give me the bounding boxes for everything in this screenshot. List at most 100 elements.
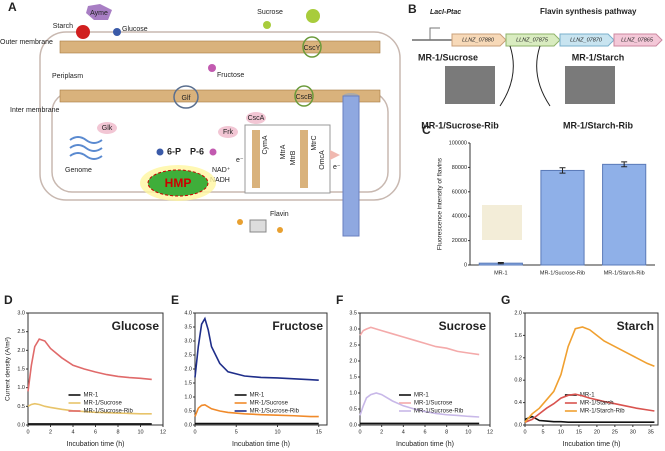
label: e⁻ xyxy=(333,164,341,171)
x-axis-label: Incubation time (h) xyxy=(563,441,621,448)
y-tick-label: 2.0 xyxy=(349,358,357,364)
label: Glf xyxy=(182,95,191,102)
label: Outer membrane xyxy=(0,39,53,46)
x-tick-label: 12 xyxy=(487,429,493,435)
x-tick-label: MR-1/Starch-Rib xyxy=(604,270,645,276)
y-tick-label: 1.5 xyxy=(17,366,25,372)
inner-membrane xyxy=(59,89,381,103)
label: CscY xyxy=(304,45,321,52)
x-tick-label: 10 xyxy=(137,429,143,435)
y-tick-label: 0 xyxy=(464,262,467,268)
electrode xyxy=(342,95,360,237)
x-tick-label: 10 xyxy=(465,429,471,435)
legend-label: MR-1 xyxy=(414,393,429,399)
genome-icon xyxy=(69,136,103,160)
y-tick-label: 3.0 xyxy=(17,310,25,316)
x-tick-label: 12 xyxy=(160,429,166,435)
y-tick-label: 0.5 xyxy=(349,406,357,412)
legend-label: MR-1/Starch xyxy=(580,401,614,407)
label: Genome xyxy=(65,167,92,174)
glf-icon xyxy=(173,85,199,109)
x-axis-label: Incubation time (h) xyxy=(396,441,454,448)
label: NADH xyxy=(210,177,230,184)
label: MtrB xyxy=(290,150,297,165)
y-tick-label: 1.5 xyxy=(184,380,192,386)
panel-label: C xyxy=(422,123,431,137)
label: P-6 xyxy=(190,146,204,156)
x-tick-label: 2 xyxy=(380,429,383,435)
x-tick-label: 0 xyxy=(523,429,526,435)
label: Starch xyxy=(53,23,73,30)
legend-label: MR-1/Sucrose xyxy=(414,401,453,407)
bar xyxy=(540,169,585,266)
panel-label: E xyxy=(171,293,179,307)
gene xyxy=(613,33,663,47)
label: Fructose xyxy=(217,72,244,79)
micrograph xyxy=(445,66,495,104)
y-tick-label: 2.5 xyxy=(17,329,25,335)
legend-label: MR-1/Sucrose-Rib xyxy=(84,409,134,415)
legend-label: MR-1 xyxy=(84,393,99,399)
annotation: Fructose xyxy=(272,319,323,333)
label: Periplasm xyxy=(52,73,83,80)
legend-label: MR-1 xyxy=(580,393,595,399)
hmp-icon xyxy=(147,169,209,197)
label: MR-1/Sucrose-Rib xyxy=(421,120,499,130)
y-tick-label: 1.0 xyxy=(184,394,192,400)
x-tick-label: 5 xyxy=(235,429,238,435)
y-axis-label: Current density (A/m²) xyxy=(5,337,12,401)
label: MR-1/Sucrose xyxy=(418,52,478,62)
error-bar xyxy=(621,161,628,168)
label: Glucose xyxy=(122,26,148,33)
y-tick-label: 1.6 xyxy=(514,333,522,339)
y-tick-label: 0.0 xyxy=(17,422,25,428)
panel-a: A Ayme Starch Glucose Sucrose Outer memb… xyxy=(0,0,401,237)
gene xyxy=(505,33,561,47)
gene xyxy=(451,33,507,47)
bar xyxy=(602,163,647,266)
label: Flavin xyxy=(270,211,289,218)
label: Glk xyxy=(102,125,113,132)
x-tick-label: 10 xyxy=(558,429,564,435)
y-tick-label: 0.5 xyxy=(17,404,25,410)
panel-label: G xyxy=(501,293,510,307)
y-tick-label: 2.0 xyxy=(514,310,522,316)
glucose-icon xyxy=(156,148,164,156)
y-tick-label: 2.5 xyxy=(184,352,192,358)
y-tick-label: 40000 xyxy=(452,214,467,220)
legend-label: MR-1/Sucrose-Rib xyxy=(414,409,464,415)
y-tick-label: 20000 xyxy=(452,238,467,244)
x-tick-label: MR-1/Sucrose-Rib xyxy=(540,270,585,276)
x-tick-label: 0 xyxy=(26,429,29,435)
label: LLNZ_07880 xyxy=(462,37,495,43)
label: MtrC xyxy=(311,135,318,150)
label: Flavin synthesis pathway xyxy=(540,7,637,16)
x-tick-label: 15 xyxy=(316,429,322,435)
y-tick-label: 3.5 xyxy=(349,310,357,316)
label: MR-1/Starch xyxy=(572,52,625,62)
panel-label: B xyxy=(408,2,417,16)
label: CymA xyxy=(262,135,269,154)
label: e⁻ xyxy=(236,157,244,164)
legend-label: MR-1/Sucrose xyxy=(84,401,123,407)
label: Sucrose xyxy=(257,9,283,16)
x-tick-label: 20 xyxy=(594,429,600,435)
fructose-icon xyxy=(209,148,217,156)
data-line xyxy=(359,326,480,356)
annotation: Glucose xyxy=(112,319,160,333)
data-line xyxy=(194,404,319,418)
y-tick-label: 0.0 xyxy=(349,422,357,428)
y-tick-label: 0.4 xyxy=(514,400,522,406)
label: HMP xyxy=(165,176,192,190)
legend-label: MR-1 xyxy=(250,393,265,399)
arrow xyxy=(330,150,340,160)
y-tick-label: 3.0 xyxy=(349,326,357,332)
y-tick-label: 1.0 xyxy=(17,385,25,391)
x-tick-label: 30 xyxy=(630,429,636,435)
y-tick-label: 0.0 xyxy=(184,422,192,428)
membrane xyxy=(252,130,260,188)
y-tick-label: 4.0 xyxy=(184,310,192,316)
y-tick-label: 100000 xyxy=(449,140,467,146)
cscy-icon xyxy=(302,36,322,58)
